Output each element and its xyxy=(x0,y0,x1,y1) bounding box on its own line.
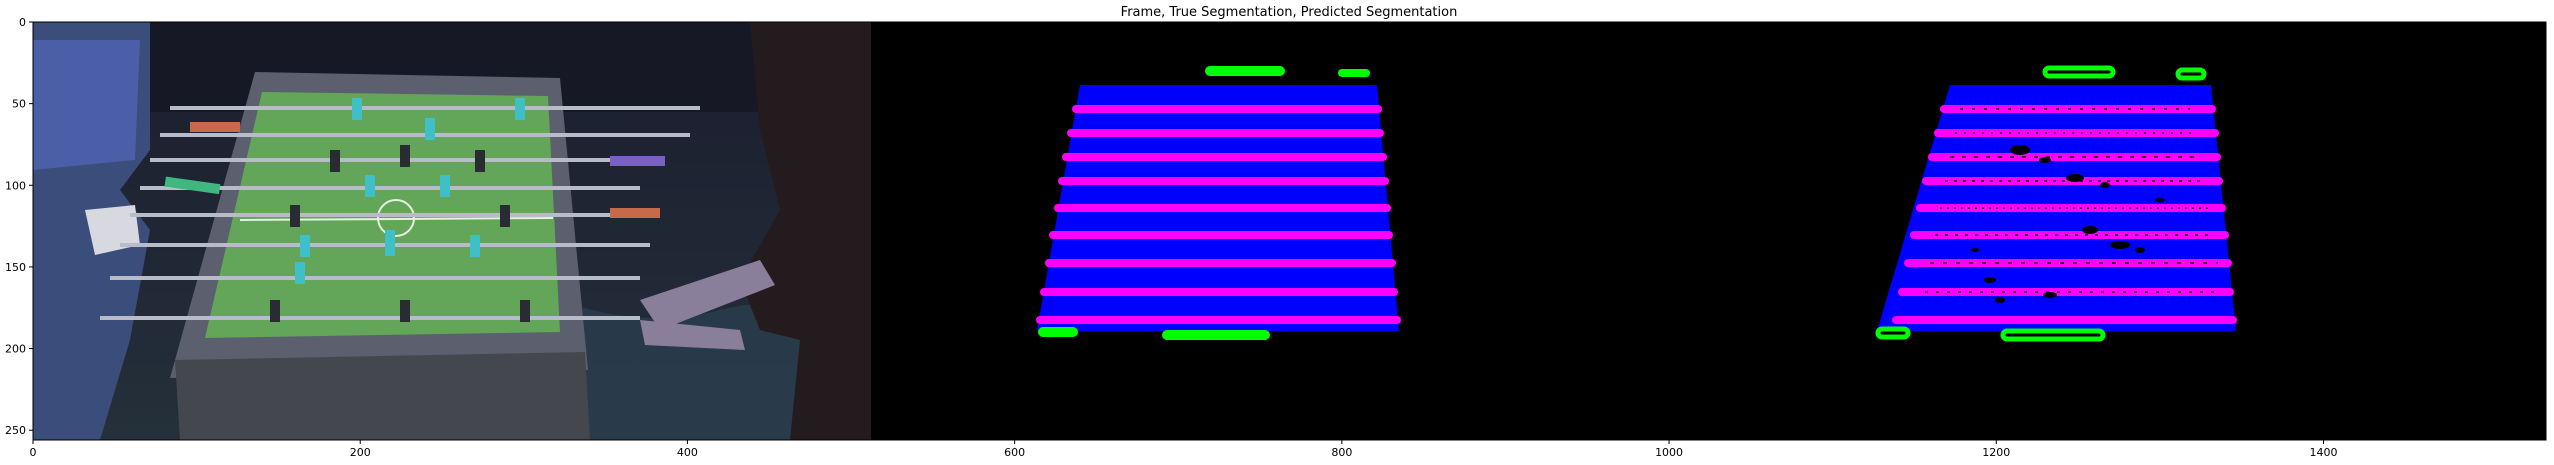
x-tick-label: 1200 xyxy=(1982,446,2010,459)
y-tick-label: 100 xyxy=(5,179,26,192)
axes-frame xyxy=(32,21,2547,441)
frame-panel xyxy=(33,22,871,440)
y-tick-label: 0 xyxy=(19,16,26,29)
x-tick-label: 1400 xyxy=(2309,446,2337,459)
y-tick-label: 150 xyxy=(5,261,26,274)
y-tick-label: 200 xyxy=(5,343,26,356)
x-tick-label: 200 xyxy=(350,446,371,459)
predicted-goal-markers xyxy=(1875,65,2207,342)
frame-handle-purple xyxy=(610,156,665,166)
frame-cyan-figures xyxy=(295,98,525,284)
frame-dark-figures xyxy=(270,145,530,322)
right-player xyxy=(740,22,871,440)
chart-title: Frame, True Segmentation, Predicted Segm… xyxy=(1121,5,1458,20)
true-rods xyxy=(1036,105,1401,324)
predicted-segmentation-panel xyxy=(1875,65,2237,342)
left-player-glove xyxy=(85,205,140,255)
frame-rods xyxy=(100,106,700,320)
x-axis: 0 200 400 600 800 1000 1200 1400 xyxy=(30,440,2337,459)
frame-table-cabinet xyxy=(175,352,590,440)
frame-handle-orange xyxy=(190,122,240,132)
frame-handle-green xyxy=(164,176,221,195)
y-axis: 0 50 100 150 200 250 xyxy=(5,16,33,437)
y-tick-label: 250 xyxy=(5,424,26,437)
x-tick-label: 400 xyxy=(677,446,698,459)
true-goal-markers xyxy=(1038,66,1370,340)
predicted-rod-noise xyxy=(1925,108,2220,293)
y-tick-label: 50 xyxy=(12,98,26,111)
frame-handle-orange-right xyxy=(610,208,660,218)
x-tick-label: 800 xyxy=(1331,446,1352,459)
left-player-shirt xyxy=(33,40,140,170)
right-player-arm xyxy=(640,260,775,330)
predicted-error-blobs xyxy=(1971,145,2165,303)
x-tick-label: 1000 xyxy=(1655,446,1683,459)
x-tick-label: 600 xyxy=(1004,446,1025,459)
right-player-arm-lower xyxy=(640,320,745,350)
image-panels xyxy=(33,22,2546,440)
frame-center-circle xyxy=(377,199,415,237)
x-tick-label: 0 xyxy=(30,446,37,459)
true-segmentation-panel xyxy=(1036,66,1401,340)
